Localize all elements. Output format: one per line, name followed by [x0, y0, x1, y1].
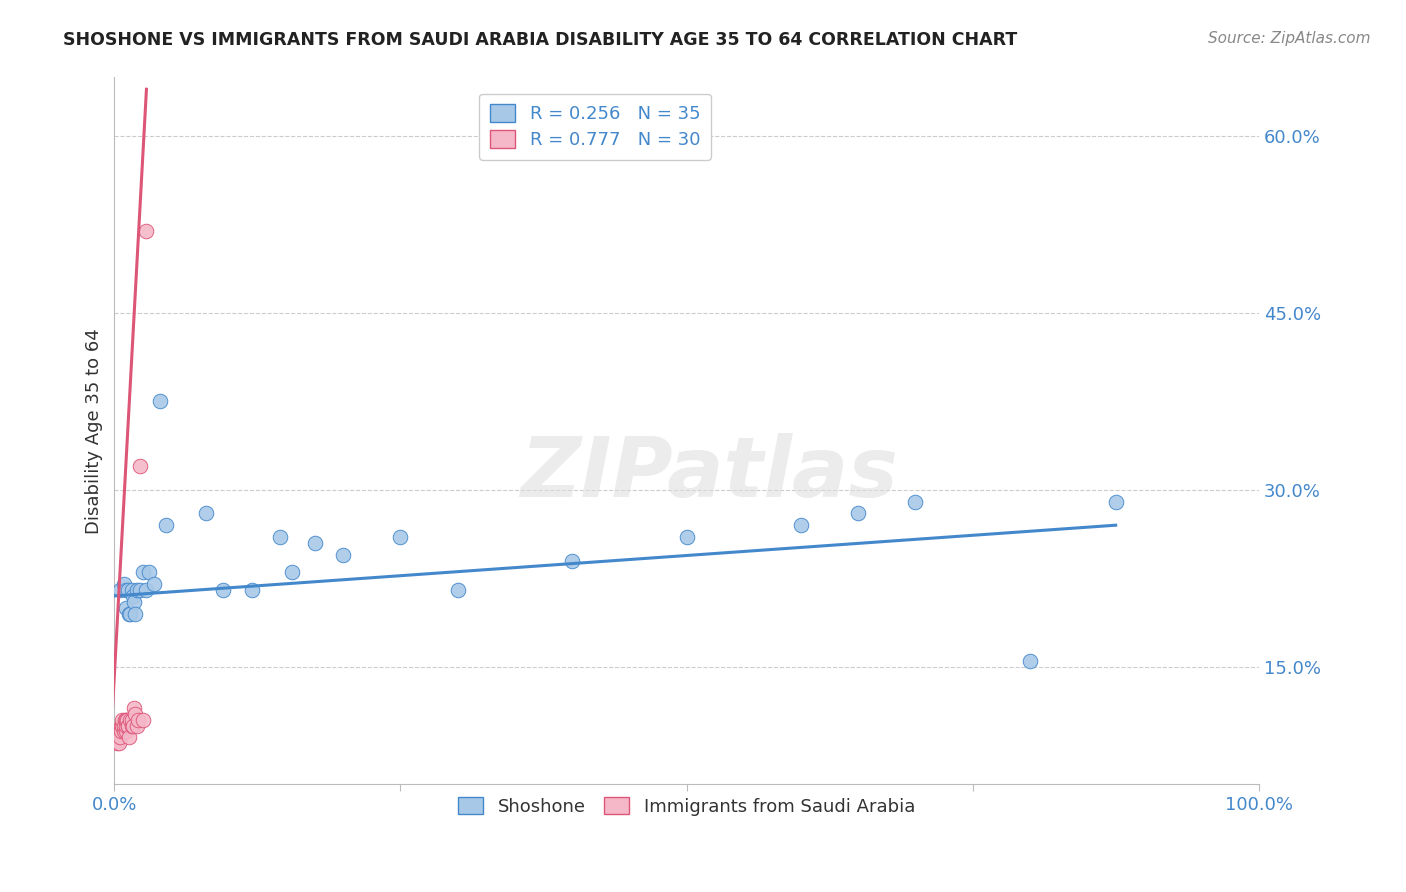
Point: [135, 582, 157, 597]
Text: SHOSHONE VS IMMIGRANTS FROM SAUDI ARABIA DISABILITY AGE 35 TO 64 CORRELATION CHA: SHOSHONE VS IMMIGRANTS FROM SAUDI ARABIA…: [63, 31, 1018, 49]
Point: [127, 582, 149, 597]
Point: [117, 718, 139, 732]
Point: [149, 394, 172, 409]
Point: [124, 607, 146, 621]
Point: [111, 718, 134, 732]
Point: [121, 718, 143, 732]
Point: [118, 731, 141, 745]
Point: [112, 718, 135, 732]
Point: [389, 530, 412, 544]
Point: [212, 582, 235, 597]
Point: [115, 713, 138, 727]
Point: [117, 582, 139, 597]
Point: [110, 718, 132, 732]
Point: [132, 566, 155, 580]
Point: [115, 713, 138, 727]
Point: [108, 724, 131, 739]
Point: [128, 459, 150, 474]
Point: [904, 494, 927, 508]
Point: [108, 582, 131, 597]
Point: [138, 566, 160, 580]
Point: [120, 713, 142, 727]
Point: [121, 713, 143, 727]
Point: [110, 724, 132, 739]
Point: [111, 713, 134, 727]
Point: [127, 718, 149, 732]
Point: [332, 548, 354, 562]
Point: [108, 736, 131, 750]
Point: [121, 718, 143, 732]
Point: [112, 724, 135, 739]
Point: [120, 607, 142, 621]
Point: [114, 713, 136, 727]
Point: [240, 582, 263, 597]
Point: [127, 713, 149, 727]
Point: [135, 224, 157, 238]
Point: [108, 731, 131, 745]
Point: [304, 536, 326, 550]
Point: [269, 530, 291, 544]
Point: [790, 518, 813, 533]
Point: [143, 577, 166, 591]
Point: [121, 582, 143, 597]
Point: [675, 530, 697, 544]
Point: [115, 724, 138, 739]
Point: [107, 731, 129, 745]
Point: [846, 507, 869, 521]
Point: [194, 507, 217, 521]
Point: [122, 701, 145, 715]
Point: [124, 706, 146, 721]
Point: [132, 713, 155, 727]
Text: ZIPatlas: ZIPatlas: [520, 433, 898, 514]
Point: [105, 736, 128, 750]
Y-axis label: Disability Age 35 to 64: Disability Age 35 to 64: [86, 328, 103, 533]
Point: [155, 518, 177, 533]
Point: [122, 595, 145, 609]
Legend: Shoshone, Immigrants from Saudi Arabia: Shoshone, Immigrants from Saudi Arabia: [449, 788, 924, 825]
Point: [115, 600, 138, 615]
Text: Source: ZipAtlas.com: Source: ZipAtlas.com: [1208, 31, 1371, 46]
Point: [118, 607, 141, 621]
Point: [115, 718, 138, 732]
Point: [1018, 654, 1040, 668]
Point: [447, 582, 470, 597]
Point: [121, 589, 143, 603]
Point: [1105, 494, 1128, 508]
Point: [112, 577, 135, 591]
Point: [117, 718, 139, 732]
Point: [115, 582, 138, 597]
Point: [561, 553, 583, 567]
Point: [281, 566, 304, 580]
Point: [128, 582, 150, 597]
